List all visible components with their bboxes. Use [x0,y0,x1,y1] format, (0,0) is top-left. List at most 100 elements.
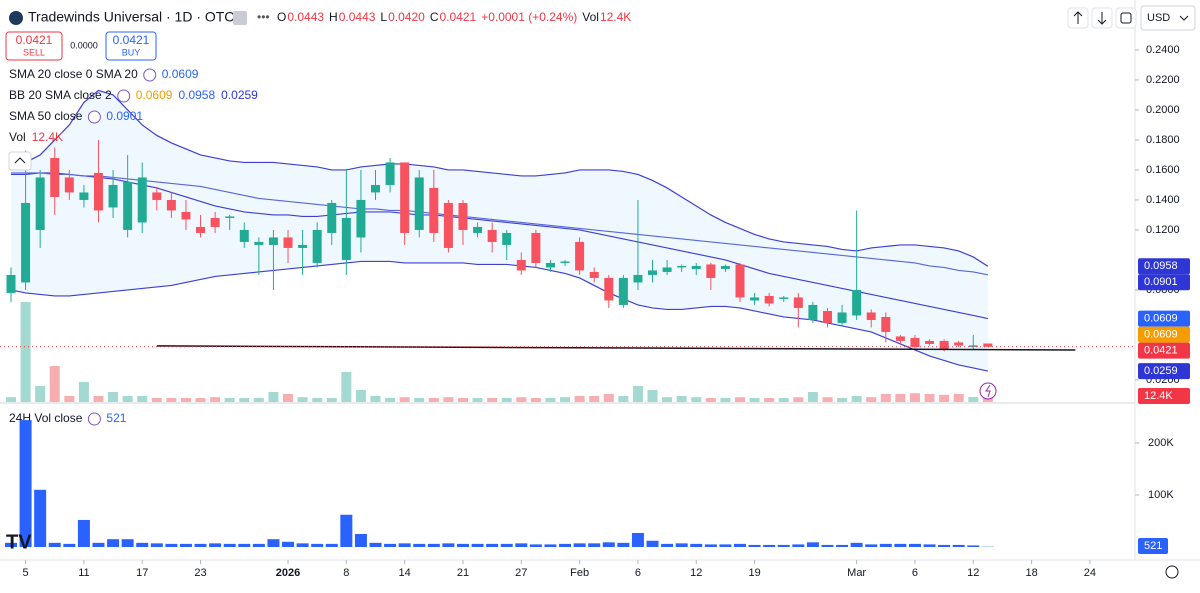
volume-bar [93,396,103,402]
candle-body [109,185,118,208]
candle-body [196,227,205,233]
candle-body [677,266,686,268]
bar [807,542,819,547]
collapse-button[interactable] [9,152,31,170]
bar [953,545,965,547]
toolbar-right: USD [1068,6,1195,30]
bar [515,543,527,547]
bar [544,544,556,547]
x-tick-label: 14 [399,567,411,579]
bar [428,544,440,547]
bar [734,544,746,547]
bar [574,543,586,547]
candle-body [181,212,190,220]
bar [486,544,498,547]
volume-bar [152,398,162,402]
candle-body [225,216,234,218]
candle-body [429,188,438,233]
volume-bar [808,392,818,402]
ohlc-key: C [430,10,439,24]
bar [136,543,148,547]
volume-bar [545,398,555,402]
candle-body [575,242,584,271]
candle-body [386,162,395,185]
y-tick-label: 0.2200 [1146,74,1180,86]
legend-value: 0.0609 [136,88,173,102]
legend-value: 0.0958 [178,88,215,102]
price-badge-label: 0.0421 [1144,345,1178,357]
bar [151,543,163,547]
x-tick-label: 17 [136,567,148,579]
volume-bar [822,397,832,402]
volume-bar [473,398,483,402]
volume-bar [239,398,249,402]
volume-bar [268,392,278,402]
candle-body [79,192,88,200]
tv-logo[interactable]: TV [6,531,32,553]
y-tick-label: 0.1800 [1146,134,1180,146]
pane-value: 521 [106,411,126,425]
bar [384,544,396,547]
flag-icon[interactable] [233,11,247,25]
bar [107,539,119,547]
x-tick-label: Mar [847,567,866,579]
currency-label: USD [1147,12,1170,24]
ohlc-value: 0.0420 [388,10,425,24]
volume-bar [939,395,949,402]
candle-body [794,297,803,308]
layout-button[interactable] [1116,8,1136,28]
volume-bar [750,398,760,402]
candle-body [502,233,511,245]
x-tick-label: 21 [457,567,469,579]
bar [122,539,134,547]
volume-bar [196,398,206,402]
candle-body [692,266,701,269]
volume-bar [137,396,147,402]
candle-body [881,317,890,332]
settings-icon [144,69,156,81]
candle-body [925,341,934,344]
candle-body [604,278,613,301]
volume-bar [458,398,468,402]
volume-bar [852,396,862,402]
bar [588,543,600,547]
value-badge-label: 521 [1144,540,1162,552]
x-tick-label: 2026 [276,567,300,579]
buy-label: BUY [122,47,141,57]
volume-bar [210,397,220,402]
price-badge-label: 0.0958 [1144,260,1178,272]
volume-bar [881,394,891,402]
candle-body [867,312,876,320]
volume-bar [910,393,920,402]
volume-bar [35,386,45,402]
symbol-title[interactable]: Tradewinds Universal · 1D · OTC [28,9,234,25]
volume-bar [298,397,308,402]
volume-bar [618,396,628,402]
candle-body [138,177,147,222]
candle-body [152,192,161,200]
more-icon[interactable]: ••• [257,10,270,24]
volume-bar [662,397,672,402]
candle-body [473,227,482,233]
volume-bar [633,386,643,402]
bar [34,490,46,547]
volume-bar [181,398,191,402]
price-change: +0.0001 (+0.24%) [481,10,577,24]
bar [836,545,848,547]
bar [326,544,338,547]
candle-body [838,312,847,323]
bar [821,545,833,547]
volume-bar [837,398,847,402]
volume-bar [531,398,541,402]
x-tick-label: 24 [1084,567,1096,579]
sell-label: SELL [23,47,45,57]
volume-badge-label: 12.4K [1144,390,1173,402]
bar [763,545,775,547]
bar [413,544,425,547]
candle-body [415,177,424,230]
bar [647,541,659,547]
candle-body [313,230,322,263]
bar [282,542,294,547]
bar [165,544,177,547]
